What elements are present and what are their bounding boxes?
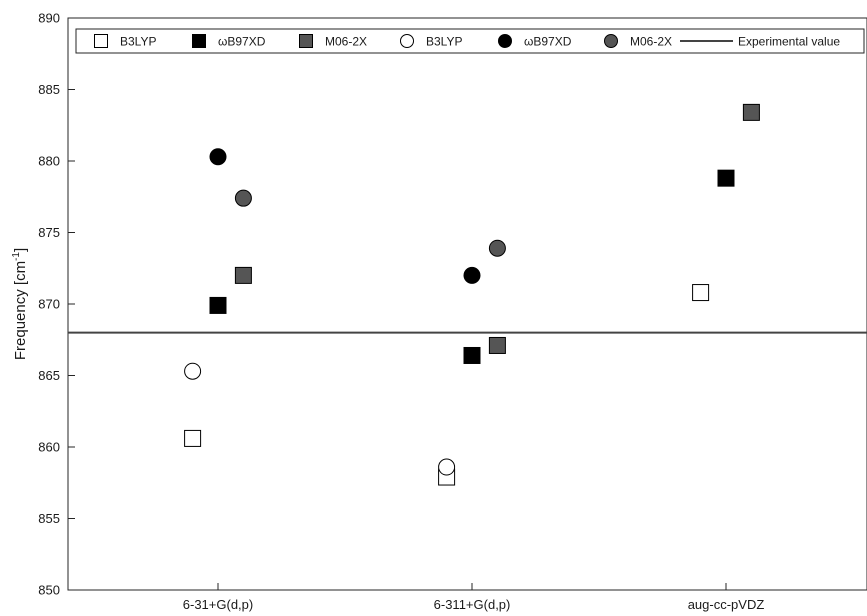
legend-marker — [94, 34, 108, 48]
data-point — [463, 346, 481, 364]
y-tick-label: 870 — [38, 297, 60, 312]
data-point — [717, 169, 735, 187]
x-axis: 6-31+G(d,p) 6-311+G(d,p) aug-cc-pVDZ — [183, 583, 765, 612]
legend-marker — [192, 34, 206, 48]
legend-label: B3LYP — [426, 35, 462, 49]
legend-marker — [498, 34, 512, 48]
legend-marker — [604, 34, 618, 48]
data-marks — [184, 103, 760, 486]
legend-label: ωB97XD — [524, 35, 572, 49]
y-tick-label: 850 — [38, 583, 60, 598]
legend-marker — [400, 34, 414, 48]
y-tick-label: 875 — [38, 225, 60, 240]
data-point — [488, 239, 506, 257]
y-axis-title-close: ] — [12, 248, 29, 252]
data-point — [184, 429, 202, 447]
data-point — [488, 336, 506, 354]
data-point — [742, 103, 760, 121]
plot-area — [67, 17, 867, 591]
y-tick-label: 865 — [38, 368, 60, 383]
legend-marker — [299, 34, 313, 48]
y-tick-label: 880 — [38, 154, 60, 169]
x-tick-label: 6-31+G(d,p) — [183, 597, 253, 612]
y-axis-title-superscript: -1 — [11, 252, 22, 261]
legend-label: Experimental value — [738, 35, 840, 49]
y-tick-label: 855 — [38, 511, 60, 526]
data-point — [184, 362, 202, 380]
x-tick-label: aug-cc-pVDZ — [688, 597, 765, 612]
data-point — [209, 148, 227, 166]
data-point — [234, 189, 252, 207]
data-point — [692, 284, 710, 302]
data-point — [438, 458, 456, 476]
y-axis: 850 855 860 865 870 875 880 885 890 — [38, 11, 75, 598]
legend-label: ωB97XD — [218, 35, 266, 49]
data-point — [209, 296, 227, 314]
y-axis-title: Frequency [cm-1] — [11, 248, 29, 360]
data-point — [463, 266, 481, 284]
data-point — [234, 266, 252, 284]
y-tick-label: 885 — [38, 82, 60, 97]
x-tick-label: 6-311+G(d,p) — [434, 597, 511, 612]
legend-label: M06-2X — [630, 35, 672, 49]
legend-label: M06-2X — [325, 35, 367, 49]
legend: B3LYP ωB97XD M06-2X B3LYP ωB97XD M06-2X Experi… — [75, 28, 865, 54]
y-tick-label: 860 — [38, 440, 60, 455]
y-tick-label: 890 — [38, 11, 60, 26]
legend-label: B3LYP — [120, 35, 156, 49]
